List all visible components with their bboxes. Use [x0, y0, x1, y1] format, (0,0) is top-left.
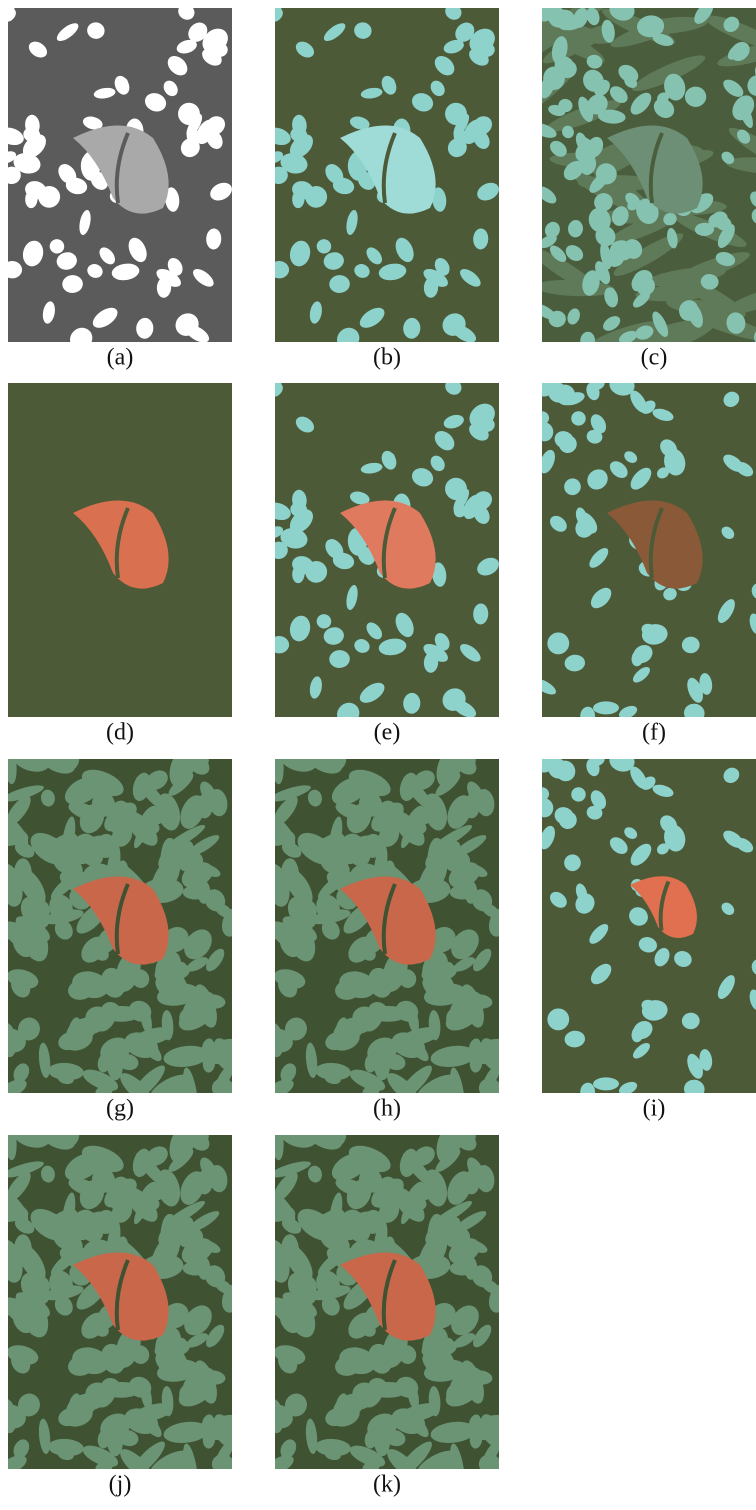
panel-label: (f) — [642, 720, 666, 746]
tentacle-tip — [281, 858, 299, 890]
tentacle-tip — [14, 1234, 32, 1266]
panel-image — [533, 748, 756, 1101]
page: (a)(b)(c)(d)(e)(f)(g)(h)(i)(j)(k) (() =>… — [0, 0, 756, 1510]
panel-label: (g) — [106, 1096, 134, 1122]
panel-label: (b) — [373, 345, 401, 371]
panel-label: (i) — [643, 1096, 666, 1122]
panel-image — [0, 741, 252, 1115]
panel-image — [0, 1, 235, 355]
tentacle-tip — [281, 1234, 299, 1266]
panel-image — [263, 1, 502, 355]
panel-image — [0, 1117, 252, 1491]
panel-image — [263, 376, 502, 730]
panel-image — [257, 741, 519, 1115]
panel-image — [504, 0, 756, 362]
figure: (a) (b) (c) (d) (e) (f) (g) (h) (i) (j) (k) — [0, 0, 756, 1510]
panel-image — [531, 372, 756, 725]
panel-label: (j) — [109, 1472, 132, 1498]
panel-label: (c) — [641, 345, 668, 371]
tentacle-tip — [14, 858, 32, 890]
panel-label: (d) — [106, 720, 134, 746]
panel-label: (a) — [107, 345, 134, 371]
panel-label: (k) — [373, 1472, 401, 1498]
panel-label: (h) — [373, 1096, 401, 1122]
panel-image — [8, 383, 232, 717]
panel-label: (e) — [374, 720, 401, 746]
panel-image — [257, 1117, 519, 1491]
